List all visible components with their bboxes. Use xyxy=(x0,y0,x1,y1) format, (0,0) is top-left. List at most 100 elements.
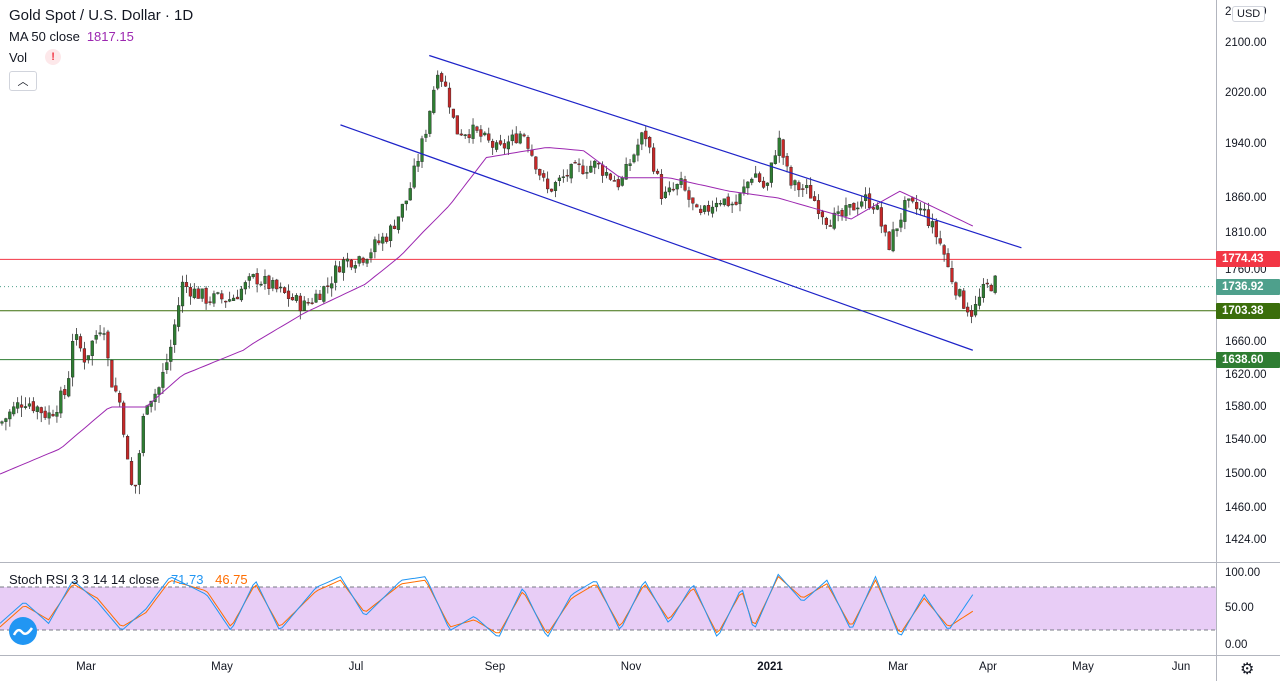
ma-legend-row[interactable]: MA 50 close 1817.15 xyxy=(9,29,193,44)
candle-body xyxy=(4,418,8,422)
candle-body xyxy=(51,413,55,417)
candle-body xyxy=(23,406,28,408)
candle-body xyxy=(691,197,695,204)
candle-body xyxy=(396,216,401,230)
chevron-up-icon: ︿ xyxy=(17,76,29,88)
candle-body xyxy=(738,193,742,205)
candle-body xyxy=(852,202,856,211)
channel-lower-line[interactable] xyxy=(340,124,974,351)
time-tick-label: Nov xyxy=(620,661,642,673)
candle-body xyxy=(271,280,275,289)
candle-body xyxy=(35,406,39,412)
candle-body xyxy=(514,133,518,144)
time-tick-label: Sep xyxy=(484,661,506,673)
candle-body xyxy=(353,265,357,269)
stoch-k-value: 71.73 xyxy=(170,572,204,587)
candle-body xyxy=(479,129,483,137)
currency-badge[interactable]: USD xyxy=(1232,6,1266,22)
candle-body xyxy=(734,201,738,205)
gear-icon[interactable]: ⚙ xyxy=(1240,661,1255,678)
candle-body xyxy=(243,282,247,290)
candle-body xyxy=(432,89,436,113)
stoch-tick-label: 0.00 xyxy=(1225,639,1248,651)
candle-body xyxy=(106,331,110,359)
candle-body xyxy=(451,108,456,118)
candle-body xyxy=(875,205,879,210)
stoch-label: Stoch RSI 3 3 14 14 close xyxy=(9,572,160,587)
time-axis[interactable]: Mar May Jul Sep Nov 2021 Mar Apr May Jun xyxy=(0,655,1216,681)
price-chart[interactable] xyxy=(0,0,1216,562)
price-tick-label: 1500.00 xyxy=(1225,468,1267,480)
candle-body xyxy=(55,412,59,417)
candle-body xyxy=(173,324,177,345)
price-tick-label: 1540.00 xyxy=(1225,434,1267,446)
channel-upper-line[interactable] xyxy=(429,54,1022,249)
price-tick-label: 1810.00 xyxy=(1225,227,1267,239)
warning-icon[interactable]: ! xyxy=(45,49,62,65)
candle-body xyxy=(954,282,958,296)
candle-body xyxy=(228,299,232,302)
time-tick-label: May xyxy=(211,661,233,673)
price-tag: 1638.60 xyxy=(1216,351,1280,368)
candle-body xyxy=(903,200,907,222)
candle-body xyxy=(714,202,719,208)
candle-body xyxy=(518,133,522,144)
candle-body xyxy=(74,334,79,340)
candle-body xyxy=(389,225,393,241)
candle-body xyxy=(777,137,781,156)
vol-legend-row[interactable]: Vol ! xyxy=(9,49,193,65)
candle-body xyxy=(805,185,809,189)
candle-body xyxy=(263,276,267,284)
stoch-d-value: 46.75 xyxy=(215,572,248,587)
stoch-band xyxy=(0,587,1216,630)
pane-separator[interactable] xyxy=(0,562,1280,563)
candle-body xyxy=(553,182,558,191)
candle-body xyxy=(761,180,766,188)
candle-body xyxy=(177,305,181,327)
candle-body xyxy=(534,156,538,170)
candle-body xyxy=(867,193,872,209)
candle-body xyxy=(400,203,404,218)
stoch-rsi-chart[interactable] xyxy=(0,563,1216,655)
candle-body xyxy=(589,165,593,173)
candle-body xyxy=(746,181,750,189)
candle-body xyxy=(530,149,534,156)
candle-body xyxy=(542,173,546,178)
candle-body xyxy=(63,389,67,396)
candle-body xyxy=(577,163,581,166)
candle-body xyxy=(377,240,381,244)
collapse-legend-button[interactable]: ︿ xyxy=(9,71,37,91)
candle-body xyxy=(440,73,444,82)
candle-body xyxy=(659,174,664,199)
candle-body xyxy=(169,346,173,362)
candle-body xyxy=(789,167,793,186)
candle-body xyxy=(750,178,754,183)
tradingview-logo-icon[interactable] xyxy=(9,617,37,645)
candle-body xyxy=(373,239,377,253)
candle-body xyxy=(820,211,825,218)
candle-body xyxy=(710,206,715,214)
candle-body xyxy=(267,275,271,289)
candle-body xyxy=(828,225,832,227)
price-tick-label: 1460.00 xyxy=(1225,502,1267,514)
candle-body xyxy=(184,282,189,287)
stoch-k-line xyxy=(0,573,974,638)
candle-body xyxy=(970,310,974,317)
candle-body xyxy=(569,163,573,179)
candle-body xyxy=(39,407,43,414)
stoch-legend[interactable]: Stoch RSI 3 3 14 14 close 71.73 46.75 xyxy=(9,572,248,587)
symbol-title[interactable]: Gold Spot / U.S. Dollar · 1D xyxy=(9,7,194,24)
candle-body xyxy=(224,300,228,303)
candle-body xyxy=(765,182,770,186)
candle-body xyxy=(769,162,773,183)
candle-body xyxy=(133,484,138,487)
candle-body xyxy=(600,164,605,176)
candle-body xyxy=(306,302,310,304)
candle-body xyxy=(475,126,479,131)
stoch-axis[interactable]: 100.00 50.00 0.00 xyxy=(1216,563,1280,655)
candle-body xyxy=(966,306,970,313)
candle-body xyxy=(16,402,20,409)
candle-body xyxy=(879,207,883,227)
candle-body xyxy=(483,132,487,136)
candle-body xyxy=(196,288,200,299)
